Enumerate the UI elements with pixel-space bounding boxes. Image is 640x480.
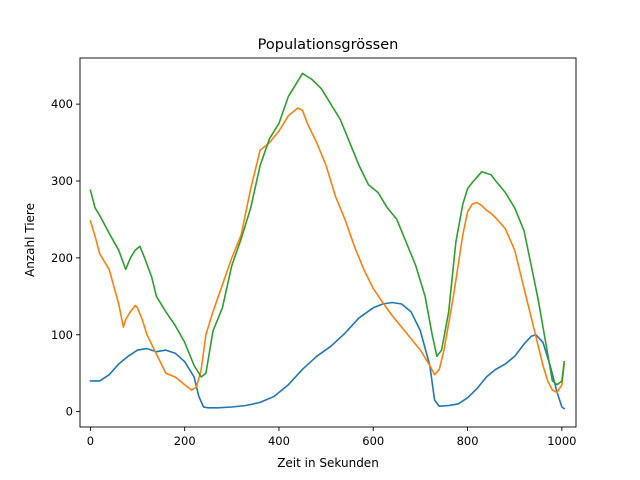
series-line-3 xyxy=(89,72,566,386)
series-line-2 xyxy=(89,107,566,394)
x-tick-label: 1000 xyxy=(547,434,576,448)
y-axis-label: Anzahl Tiere xyxy=(23,203,37,277)
series-layer xyxy=(89,72,566,410)
x-tick-label: 0 xyxy=(87,434,94,448)
y-tick-label: 300 xyxy=(51,174,73,188)
y-axis: 0 100 200 300 400 xyxy=(51,97,80,419)
x-tick-label: 200 xyxy=(174,434,196,448)
y-tick-label: 200 xyxy=(51,251,73,265)
y-tick-label: 400 xyxy=(51,97,73,111)
series-line-1 xyxy=(89,301,566,410)
x-tick-label: 600 xyxy=(362,434,384,448)
plot-frame xyxy=(79,57,577,428)
x-tick-label: 800 xyxy=(457,434,479,448)
y-tick-label: 100 xyxy=(51,328,73,342)
x-tick-label: 400 xyxy=(268,434,290,448)
chart-title: Populationsgrössen xyxy=(258,37,399,53)
x-axis: 0 200 400 600 800 1000 xyxy=(87,427,576,448)
y-tick-label: 0 xyxy=(66,405,73,419)
x-axis-label: Zeit in Sekunden xyxy=(277,456,379,470)
